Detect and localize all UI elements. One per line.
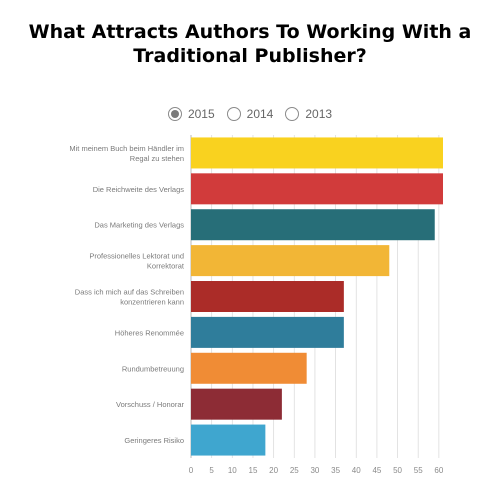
category-label: Die Reichweite des Verlags bbox=[93, 185, 185, 194]
legend-item-2015[interactable]: 2015 bbox=[167, 107, 215, 121]
category-label: Geringeres Risiko bbox=[124, 436, 184, 445]
x-tick-label: 60 bbox=[434, 466, 443, 475]
bar bbox=[191, 424, 266, 456]
bar bbox=[191, 209, 435, 241]
bar bbox=[191, 173, 443, 205]
radio-icon[interactable] bbox=[285, 107, 300, 121]
bar bbox=[191, 245, 390, 277]
x-tick-label: 10 bbox=[228, 466, 237, 475]
x-tick-label: 5 bbox=[209, 466, 214, 475]
legend: 2015 2014 2013 bbox=[0, 107, 500, 121]
category-label: konzentrieren kann bbox=[120, 298, 184, 307]
chart-title: What Attracts Authors To Working With a … bbox=[28, 21, 472, 67]
x-tick-label: 40 bbox=[352, 466, 361, 475]
x-tick-label: 45 bbox=[372, 466, 381, 475]
x-tick-label: 25 bbox=[290, 466, 299, 475]
legend-label: 2013 bbox=[305, 107, 333, 121]
category-label: Korrektorat bbox=[147, 262, 185, 271]
category-label: Professionelles Lektorat und bbox=[89, 252, 184, 261]
category-label: Rundumbetreuung bbox=[122, 364, 184, 373]
x-tick-label: 0 bbox=[189, 466, 194, 475]
category-label: Das Marketing des Verlags bbox=[94, 221, 184, 230]
x-tick-label: 50 bbox=[393, 466, 402, 475]
x-tick-label: 30 bbox=[310, 466, 319, 475]
x-tick-label: 55 bbox=[414, 466, 423, 475]
bar bbox=[191, 281, 344, 312]
x-tick-label: 20 bbox=[269, 466, 278, 475]
legend-item-2013[interactable]: 2013 bbox=[285, 107, 332, 121]
legend-item-2014[interactable]: 2014 bbox=[226, 107, 274, 121]
x-tick-label: 15 bbox=[249, 466, 258, 475]
x-tick-label: 35 bbox=[331, 466, 340, 475]
bar bbox=[191, 352, 307, 384]
category-label: Vorschuss / Honorar bbox=[116, 400, 184, 409]
category-label: Höheres Renommée bbox=[115, 328, 184, 337]
legend-label: 2014 bbox=[246, 107, 274, 121]
category-label: Dass ich mich auf das Schreiben bbox=[75, 288, 184, 297]
radio-selected-icon[interactable] bbox=[167, 107, 182, 121]
bar bbox=[191, 137, 443, 169]
category-label: Regal zu stehen bbox=[130, 154, 184, 163]
radio-icon[interactable] bbox=[226, 107, 241, 121]
bar bbox=[191, 316, 344, 348]
legend-label: 2015 bbox=[187, 107, 215, 121]
category-label: Mit meinem Buch beim Händler im bbox=[69, 144, 184, 153]
bar bbox=[191, 388, 282, 420]
